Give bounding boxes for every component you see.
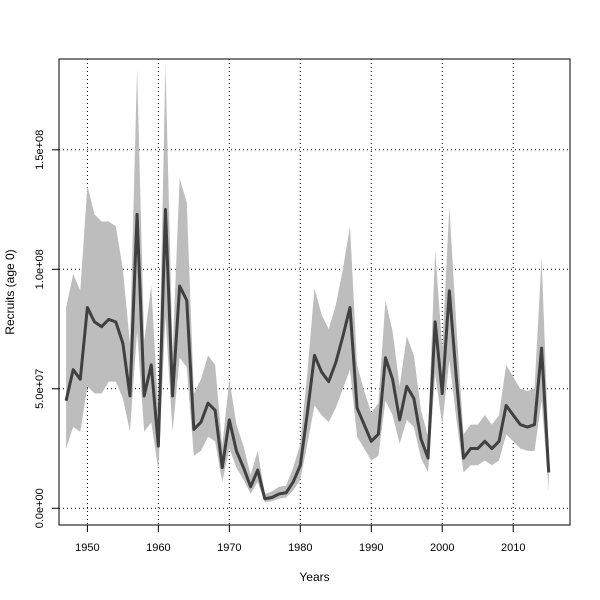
recruits-line [64,208,551,501]
y-tick-label: 0.0e+00 [34,488,46,528]
y-axis-label: Recruits (age 0) [3,249,17,334]
y-axis: 0.0e+00 5.0e+07 1.0e+08 1.5e+08 [34,130,59,528]
y-tick-label: 5.0e+07 [34,369,46,409]
x-tick-label: 1960 [146,542,170,554]
x-tick-label: 1950 [75,542,99,554]
plot-border [58,58,571,526]
x-tick-label: 1980 [288,542,312,554]
x-axis: 1950 1960 1970 1980 1990 2000 2010 [75,525,525,554]
y-tick-label: 1.5e+08 [34,130,46,170]
y-tick-label: 1.0e+08 [34,249,46,289]
x-tick-label: 2010 [501,542,525,554]
x-tick-label: 2000 [430,542,454,554]
x-tick-label: 1970 [217,542,241,554]
x-axis-label: Years [299,570,329,584]
x-tick-label: 1990 [359,542,383,554]
